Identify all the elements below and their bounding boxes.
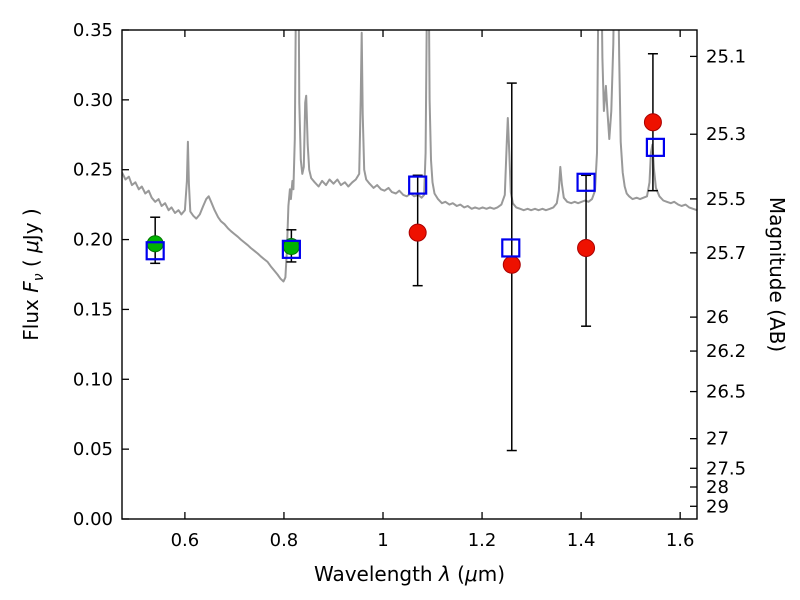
x-tick-label: 0.8 [270, 530, 299, 551]
y-axis-left: 0.00 0.05 0.10 0.15 0.20 0.25 0.30 0.35 [73, 20, 129, 530]
y-axis-label-right: Magnitude (AB) [765, 197, 789, 352]
x-tick-label: 0.6 [171, 530, 200, 551]
y-tick-label-left: 0.30 [73, 90, 113, 111]
y-tick-label-right: 27.5 [706, 458, 746, 479]
y-tick-label-left: 0.10 [73, 369, 113, 390]
model-photometry-blue-point [645, 137, 665, 157]
photometry-green-markers [146, 235, 300, 256]
y-tick-label-left: 0.20 [73, 230, 113, 251]
photometry-red-point [577, 238, 596, 257]
y-tick-label-right: 26.2 [706, 341, 746, 362]
axes-frame [121, 29, 698, 520]
y-tick-label-right: 25.1 [706, 46, 746, 67]
y-tick-label-right: 25.5 [706, 189, 746, 210]
y-tick-label-right: 25.7 [706, 243, 746, 264]
y-axis-label-left: Flux Fν ( μJy ) [19, 208, 47, 340]
photometry-red-point [643, 113, 662, 132]
model-photometry-blue-markers [145, 137, 665, 261]
y-tick-label-right: 26 [706, 307, 729, 328]
y-tick-label-right: 25.3 [706, 124, 746, 145]
x-tick-label: 1 [377, 530, 388, 551]
photometry-red-point [408, 223, 427, 242]
y-tick-label-left: 0.05 [73, 439, 113, 460]
model-photometry-blue-point [145, 241, 165, 261]
model-photometry-blue-point [408, 175, 428, 195]
y-tick-label-left: 0.15 [73, 299, 113, 320]
y-tick-label-right: 26.5 [706, 382, 746, 403]
x-tick-label: 1.4 [567, 530, 596, 551]
y-tick-label-right: 27 [706, 429, 729, 450]
y-tick-label-right: 29 [706, 496, 729, 517]
y-tick-label-right: 28 [706, 477, 729, 498]
model-photometry-blue-point [576, 172, 596, 192]
x-tick-label: 1.2 [468, 530, 497, 551]
x-axis: 0.6 0.8 1 1.2 1.4 1.6 [171, 30, 695, 551]
y-tick-label-left: 0.00 [73, 509, 113, 530]
photometry-red-point [502, 255, 521, 274]
x-axis-label: Wavelength λ (μm) [314, 562, 505, 586]
model-photometry-blue-point [281, 239, 301, 259]
photometry-green-point [146, 235, 164, 253]
x-tick-label: 1.6 [666, 530, 695, 551]
model-photometry-blue-point [501, 238, 521, 258]
y-tick-label-left: 0.25 [73, 160, 113, 181]
y-tick-label-left: 0.35 [73, 20, 113, 41]
